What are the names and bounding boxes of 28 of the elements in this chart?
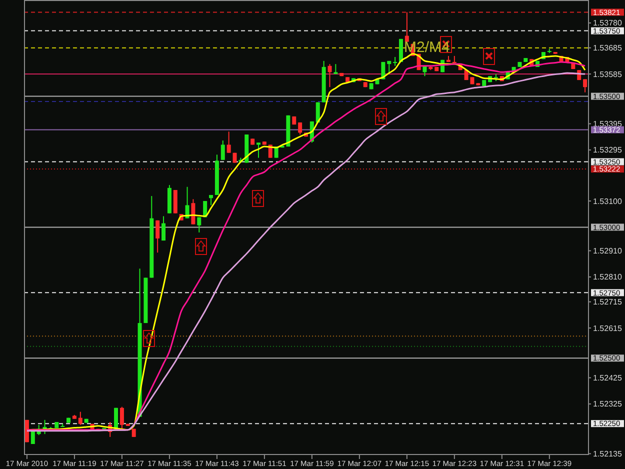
candlestick [328,64,332,88]
candlestick [162,216,166,242]
y-tick-label: 1.52615 [593,324,622,333]
y-tick-label: 1.52325 [593,400,622,409]
candlestick [220,140,225,160]
candlestick [268,144,272,158]
candlestick [191,198,196,225]
y-tick-label: 1.53780 [593,18,622,28]
candlestick [256,142,261,158]
candlestick [583,78,588,93]
y-tick-label: 1.52910 [593,246,622,256]
candlestick [404,12,409,42]
y-tick-label: 1.52135 [593,449,622,458]
candlestick [197,216,202,233]
y-tick-label: 1.53295 [593,146,622,155]
candlestick [156,220,160,254]
y-tick-label: 1.52810 [593,272,622,282]
candlestick [185,186,190,219]
candlestick [173,190,178,214]
y-tick-label: 1.53585 [593,70,622,79]
y-tick-label: 1.52425 [593,374,622,383]
y-tick-label: 1.52715 [593,298,622,307]
y-tick-label: 1.53685 [593,44,622,53]
candlestick [298,122,302,135]
candlestick [78,411,82,426]
candlestick [226,131,231,154]
y-tick-label: 1.53100 [593,196,622,206]
candlestick [120,406,124,430]
